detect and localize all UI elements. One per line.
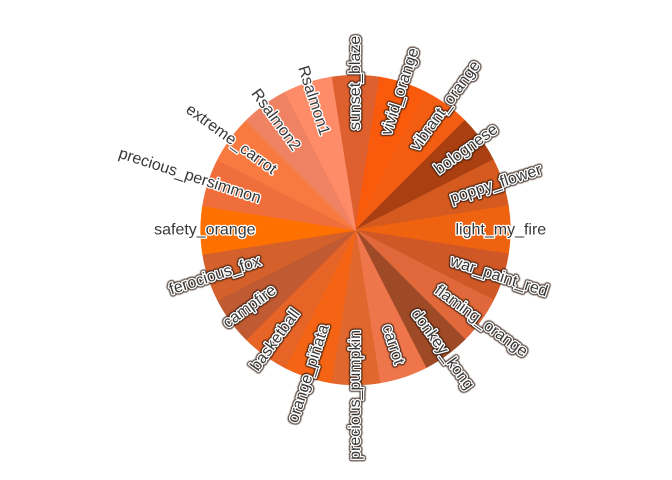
- svg-text:sunset_blaze: sunset_blaze: [347, 36, 364, 130]
- svg-text:precious_pumpkin: precious_pumpkin: [347, 330, 364, 460]
- svg-text:precious_pumpkin: precious_pumpkin: [347, 330, 364, 460]
- svg-text:sunset_blaze: sunset_blaze: [347, 36, 364, 130]
- svg-text:light_my_fire: light_my_fire: [456, 222, 547, 239]
- svg-text:safety_orange: safety_orange: [154, 222, 256, 239]
